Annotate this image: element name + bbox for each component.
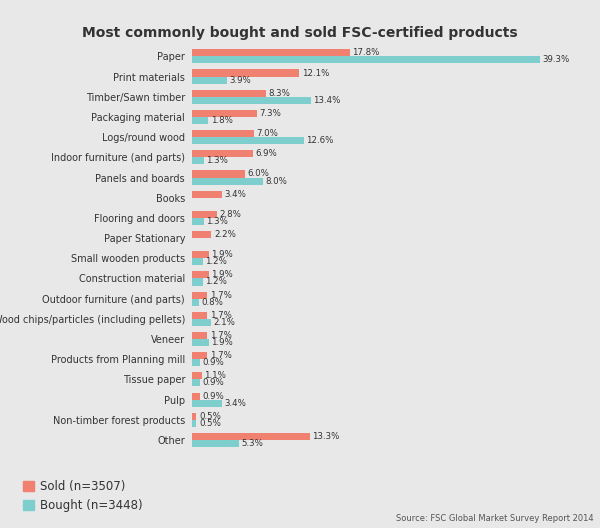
Bar <box>192 231 211 238</box>
Bar <box>192 271 209 278</box>
Bar <box>192 380 200 386</box>
Bar <box>192 332 207 339</box>
Text: 7.3%: 7.3% <box>259 109 281 118</box>
Text: Most commonly bought and sold FSC-certified products: Most commonly bought and sold FSC-certif… <box>82 26 518 41</box>
Text: 8.3%: 8.3% <box>268 89 290 98</box>
Text: 1.7%: 1.7% <box>210 331 232 340</box>
Bar <box>192 110 257 117</box>
Bar <box>192 150 253 157</box>
Text: 2.8%: 2.8% <box>220 210 241 219</box>
Bar <box>192 413 196 420</box>
Bar <box>192 137 304 144</box>
Text: 0.5%: 0.5% <box>199 419 221 428</box>
Text: 1.7%: 1.7% <box>210 311 232 320</box>
Bar <box>192 218 203 225</box>
Bar <box>192 420 196 427</box>
Bar <box>192 117 208 124</box>
Bar <box>192 433 310 440</box>
Text: 6.9%: 6.9% <box>256 149 278 158</box>
Bar <box>192 278 203 286</box>
Text: 13.4%: 13.4% <box>313 96 341 105</box>
Text: 1.3%: 1.3% <box>206 156 228 165</box>
Text: 39.3%: 39.3% <box>543 55 570 64</box>
Text: 0.9%: 0.9% <box>203 392 224 401</box>
Text: 1.8%: 1.8% <box>211 116 232 125</box>
Text: 1.9%: 1.9% <box>211 338 233 347</box>
Text: 7.0%: 7.0% <box>257 129 278 138</box>
Text: 1.3%: 1.3% <box>206 217 228 226</box>
Text: 0.9%: 0.9% <box>203 358 224 367</box>
Bar <box>192 319 211 326</box>
Bar <box>192 70 299 77</box>
Text: 0.8%: 0.8% <box>202 298 224 307</box>
Text: 1.9%: 1.9% <box>211 250 233 259</box>
Bar <box>192 258 203 265</box>
Bar <box>192 77 227 83</box>
Bar <box>192 392 200 400</box>
Text: 3.4%: 3.4% <box>225 399 247 408</box>
Text: 0.5%: 0.5% <box>199 412 221 421</box>
Bar <box>192 211 217 218</box>
Text: Source: FSC Global Market Survey Report 2014: Source: FSC Global Market Survey Report … <box>397 514 594 523</box>
Text: 1.1%: 1.1% <box>205 371 226 380</box>
Bar <box>192 359 200 366</box>
Bar <box>192 372 202 380</box>
Bar <box>192 352 207 359</box>
Bar <box>192 440 239 447</box>
Bar <box>192 90 266 97</box>
Legend: Sold (n=3507), Bought (n=3448): Sold (n=3507), Bought (n=3448) <box>18 476 148 517</box>
Text: 3.9%: 3.9% <box>229 76 251 84</box>
Text: 13.3%: 13.3% <box>313 432 340 441</box>
Bar <box>192 251 209 258</box>
Bar <box>192 177 263 185</box>
Bar <box>192 49 350 56</box>
Bar <box>192 171 245 177</box>
Text: 1.2%: 1.2% <box>205 278 227 287</box>
Text: 1.7%: 1.7% <box>210 351 232 360</box>
Text: 12.6%: 12.6% <box>306 136 334 145</box>
Text: 2.2%: 2.2% <box>214 230 236 239</box>
Bar <box>192 97 311 104</box>
Text: 8.0%: 8.0% <box>266 176 287 185</box>
Text: 0.9%: 0.9% <box>203 379 224 388</box>
Bar <box>192 130 254 137</box>
Text: 17.8%: 17.8% <box>352 49 380 58</box>
Text: 6.0%: 6.0% <box>248 169 269 178</box>
Text: 12.1%: 12.1% <box>302 69 329 78</box>
Bar <box>192 299 199 306</box>
Text: 1.2%: 1.2% <box>205 257 227 266</box>
Text: 1.9%: 1.9% <box>211 270 233 279</box>
Text: 1.7%: 1.7% <box>210 290 232 299</box>
Bar <box>192 191 222 197</box>
Bar <box>192 291 207 299</box>
Bar <box>192 56 540 63</box>
Bar <box>192 157 203 164</box>
Text: 2.1%: 2.1% <box>213 318 235 327</box>
Text: 5.3%: 5.3% <box>242 439 263 448</box>
Bar <box>192 339 209 346</box>
Bar <box>192 312 207 319</box>
Text: 3.4%: 3.4% <box>225 190 247 199</box>
Bar <box>192 400 222 407</box>
